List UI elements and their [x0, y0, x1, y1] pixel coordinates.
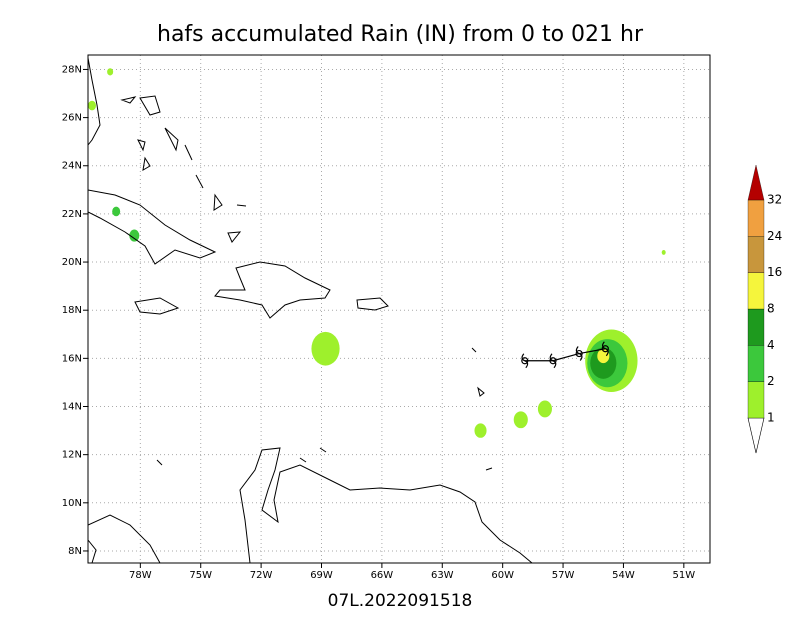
rain-cell [107, 68, 114, 76]
map-frame [87, 54, 711, 564]
colorbar-band [747, 272, 765, 310]
colorbar-band [747, 199, 765, 237]
colorbar-band [747, 381, 765, 419]
storm-symbol [521, 353, 529, 369]
y-tick-label: 20N [62, 257, 82, 268]
chart-subtitle: 07L.2022091518 [328, 591, 473, 611]
rain-layer [88, 68, 666, 438]
coastline [134, 297, 180, 315]
storm-symbol [549, 353, 557, 369]
coastline [88, 189, 217, 265]
colorbar-under [747, 417, 765, 454]
rain-cell [129, 229, 140, 242]
rain-cell [474, 423, 487, 438]
rain-cell [597, 348, 610, 364]
colorbar-label: 4 [767, 338, 775, 352]
x-tick-label: 54W [612, 570, 635, 581]
rain-cell [661, 250, 666, 255]
coastline [156, 347, 493, 471]
coastline [88, 57, 101, 146]
coastline [214, 261, 331, 319]
rain-cell [112, 206, 121, 217]
colorbar-label: 8 [767, 302, 775, 316]
rain-cell [88, 100, 97, 111]
grid [88, 55, 710, 563]
axes: 78W 75W 72W 69W 66W 63W 60W 57W 54W 51W 8N 10N 12N 14… [62, 64, 695, 581]
chart-title: hafs accumulated Rain (IN) from 0 to 021… [157, 22, 644, 47]
y-tick-label: 8N [68, 546, 82, 557]
y-tick-label: 12N [62, 450, 82, 461]
x-tick-label: 78W [129, 570, 152, 581]
storm-track [521, 341, 609, 369]
x-tick-label: 63W [431, 570, 454, 581]
y-tick-label: 28N [62, 64, 82, 75]
storm-symbol [601, 341, 609, 357]
y-tick-label: 26N [62, 113, 82, 124]
coastline [120, 95, 247, 243]
colorbar-band [747, 236, 765, 273]
x-tick-label: 51W [673, 570, 696, 581]
colorbar-label: 2 [767, 374, 775, 388]
colorbar-band [747, 345, 765, 382]
coastlines [88, 57, 533, 563]
coastline [356, 297, 389, 311]
x-tick-label: 66W [371, 570, 394, 581]
track-line [524, 348, 606, 362]
y-tick-label: 22N [62, 209, 82, 220]
x-tick-label: 72W [250, 570, 273, 581]
x-tick-label: 69W [310, 570, 333, 581]
colorbar-band [747, 308, 765, 346]
rain-cell [311, 331, 340, 366]
colorbar-label: 32 [767, 193, 782, 207]
x-tick-label: 57W [552, 570, 575, 581]
rain-cell [513, 411, 528, 429]
colorbar-label: 16 [767, 265, 782, 279]
colorbar-label: 24 [767, 229, 782, 243]
colorbar-label: 1 [767, 411, 775, 425]
y-tick-label: 16N [62, 353, 82, 364]
x-tick-label: 75W [189, 570, 212, 581]
colorbar-over [747, 164, 765, 201]
y-tick-label: 10N [62, 498, 82, 509]
y-tick-label: 14N [62, 402, 82, 413]
rain-cell [590, 347, 617, 379]
y-tick-label: 18N [62, 305, 82, 316]
x-tick-label: 60W [491, 570, 514, 581]
storm-symbol [575, 346, 583, 361]
rain-cell [537, 400, 552, 418]
y-tick-label: 24N [62, 161, 82, 172]
coastline [239, 447, 533, 563]
coastline [88, 514, 161, 563]
